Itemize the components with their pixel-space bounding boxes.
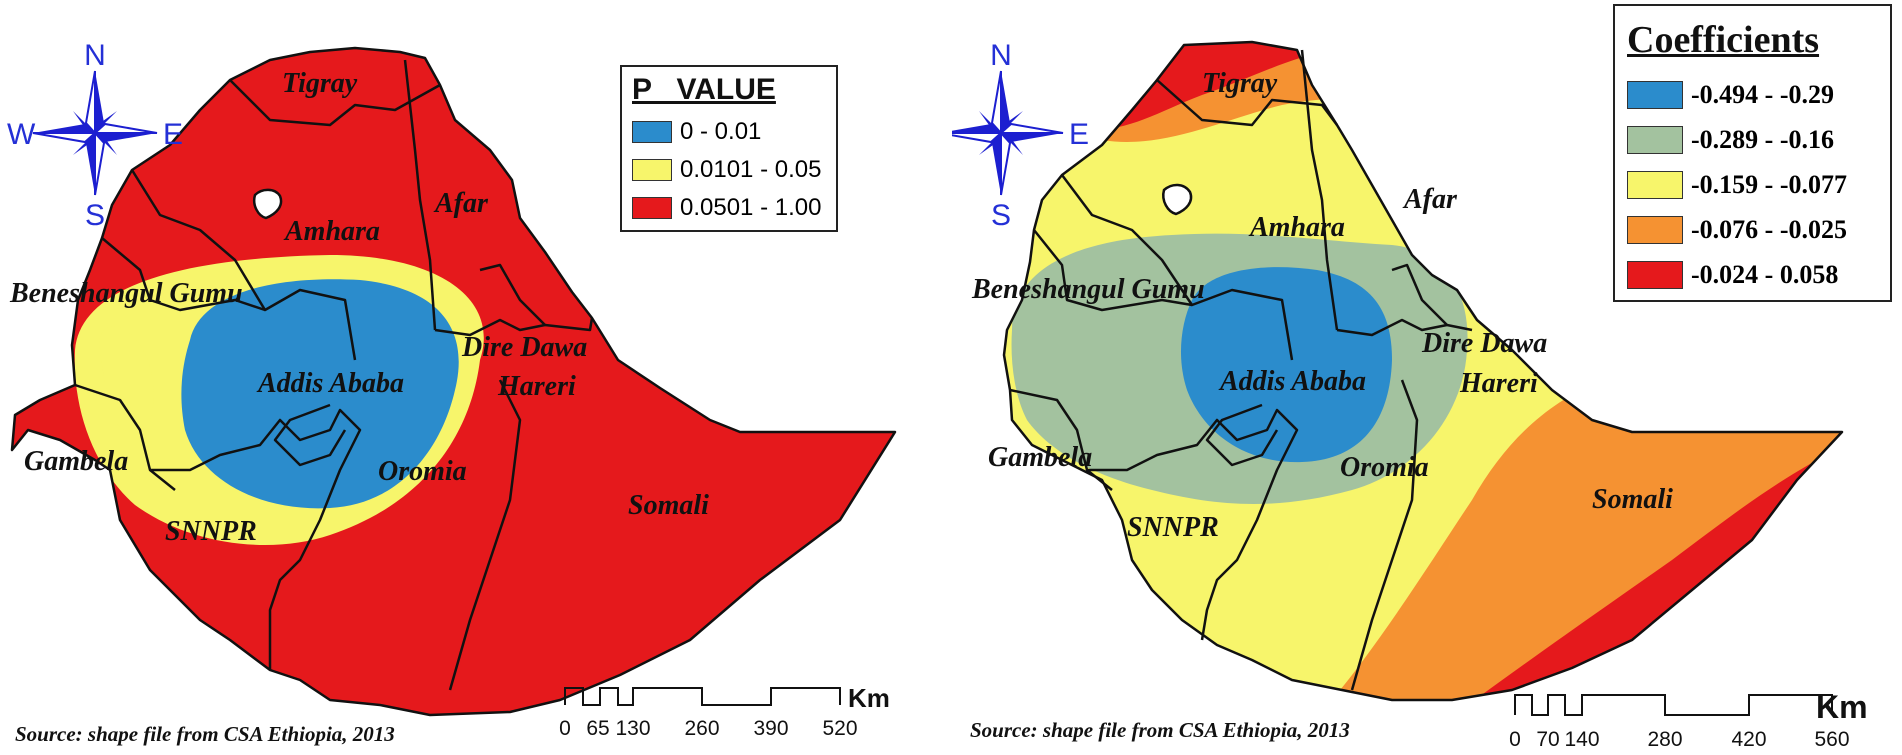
- scale-tick-label: 140: [1564, 728, 1599, 751]
- p-value-legend: P VALUE 0 - 0.01 0.0101 - 0.05 0.0501 - …: [620, 65, 838, 232]
- scale-tick-label: 520: [822, 717, 857, 740]
- region-label-oromia: Oromia: [378, 456, 467, 487]
- region-label-addis-ababa: Addis Ababa: [256, 368, 404, 399]
- region-label-tigray: Tigray: [1202, 68, 1278, 99]
- legend-swatch: [632, 197, 672, 219]
- scale-tick-label: 560: [1814, 728, 1849, 751]
- legend-label: 0 - 0.01: [680, 118, 762, 145]
- compass-west-label: W: [7, 118, 36, 151]
- scale-tick-label: 260: [684, 717, 719, 740]
- compass-south-label: S: [991, 199, 1011, 232]
- scale-unit-label: Km: [848, 683, 890, 713]
- region-label-beneshangul-gumu: Beneshangul Gumu: [9, 278, 243, 309]
- region-label-dire-dawa: Dire Dawa: [1421, 328, 1547, 359]
- legend-label: -0.159 - -0.077: [1691, 169, 1847, 199]
- region-labels: Tigray Afar Amhara Beneshangul Gumu Addi…: [9, 68, 709, 547]
- region-label-amhara: Amhara: [1248, 212, 1345, 243]
- legend-title: Coefficients: [1627, 19, 1820, 61]
- legend-swatch: [1627, 80, 1683, 109]
- compass-east-label: E: [1069, 118, 1089, 151]
- scale-tick-label: 420: [1731, 728, 1766, 751]
- region-label-oromia: Oromia: [1340, 452, 1429, 483]
- coefficients-legend: Coefficients -0.494 - -0.29 -0.289 - -0.…: [1613, 4, 1892, 302]
- legend-item: -0.289 - -0.16: [1627, 117, 1878, 162]
- region-boundaries: [10, 46, 897, 717]
- region-label-hareri: Hareri: [1459, 368, 1538, 399]
- legend-swatch: [632, 121, 672, 143]
- scale-bar: 0 70 140 280 420 560 Km: [1509, 689, 1867, 751]
- legend-swatch: [1627, 125, 1683, 154]
- compass-rose: N S E W: [7, 39, 183, 232]
- region-label-gambela: Gambela: [24, 446, 128, 477]
- legend-swatch: [632, 159, 672, 181]
- scale-tick-label: 390: [753, 717, 788, 740]
- region-label-somali: Somali: [628, 490, 709, 521]
- scale-tick-label: 70: [1536, 728, 1559, 751]
- lake-tana: [1162, 183, 1193, 216]
- region-labels: Tigray Afar Amhara Beneshangul Gumu Addi…: [971, 68, 1673, 543]
- region-label-afar: Afar: [1402, 184, 1458, 215]
- coefficient-zone-1: [1180, 267, 1392, 463]
- region-label-amhara: Amhara: [283, 216, 380, 247]
- coefficients-map-panel: Tigray Afar Amhara Beneshangul Gumu Addi…: [952, 0, 1902, 755]
- legend-item: 0.0101 - 0.05: [632, 151, 826, 189]
- legend-item: -0.076 - -0.025: [1627, 207, 1878, 252]
- legend-item: 0.0501 - 1.00: [632, 189, 826, 227]
- legend-title: P VALUE: [632, 73, 776, 106]
- scale-tick-label: 0: [559, 717, 571, 740]
- compass-north-label: N: [990, 39, 1012, 72]
- region-label-tigray: Tigray: [282, 68, 358, 99]
- compass-rose: N S E W: [952, 39, 1089, 232]
- region-label-afar: Afar: [433, 188, 489, 219]
- legend-label: 0.0101 - 0.05: [680, 156, 822, 183]
- source-note: Source: shape file from CSA Ethiopia, 20…: [15, 722, 395, 746]
- region-label-addis-ababa: Addis Ababa: [1218, 366, 1366, 397]
- region-label-snnpr: SNNPR: [1127, 512, 1219, 543]
- p-value-map-panel: Tigray Afar Amhara Beneshangul Gumu Addi…: [0, 0, 950, 755]
- region-label-hareri: Hareri: [497, 371, 576, 402]
- compass-east-label: E: [163, 118, 183, 151]
- scale-tick-label: 0: [1509, 728, 1521, 751]
- legend-swatch: [1627, 215, 1683, 244]
- region-label-snnpr: SNNPR: [165, 516, 257, 547]
- source-note: Source: shape file from CSA Ethiopia, 20…: [970, 718, 1350, 742]
- legend-label: -0.024 - 0.058: [1691, 259, 1839, 289]
- legend-label: 0.0501 - 1.00: [680, 194, 822, 221]
- compass-south-label: S: [85, 199, 105, 232]
- legend-item: -0.024 - 0.058: [1627, 252, 1878, 297]
- legend-item: -0.159 - -0.077: [1627, 162, 1878, 207]
- scale-tick-label: 130: [615, 717, 650, 740]
- region-boundaries: [1002, 40, 1844, 702]
- lake-tana: [253, 188, 283, 220]
- scale-tick-label: 65: [586, 717, 609, 740]
- legend-item: 0 - 0.01: [632, 113, 826, 151]
- legend-swatch: [1627, 260, 1683, 289]
- legend-item: -0.494 - -0.29: [1627, 72, 1878, 117]
- legend-label: -0.494 - -0.29: [1691, 79, 1834, 109]
- compass-north-label: N: [84, 39, 106, 72]
- legend-label: -0.289 - -0.16: [1691, 124, 1834, 154]
- legend-label: -0.076 - -0.025: [1691, 214, 1847, 244]
- region-label-beneshangul-gumu: Beneshangul Gumu: [971, 274, 1205, 305]
- region-label-dire-dawa: Dire Dawa: [461, 332, 587, 363]
- scale-tick-label: 280: [1647, 728, 1682, 751]
- legend-swatch: [1627, 170, 1683, 199]
- p-value-zone-mid-west: [99, 326, 154, 433]
- p-value-zone-low: [181, 279, 459, 509]
- region-label-gambela: Gambela: [988, 442, 1092, 473]
- scale-bar: 0 65 130 260 390 520 Km: [559, 683, 890, 740]
- region-label-somali: Somali: [1592, 484, 1673, 515]
- scale-unit-label: Km: [1816, 689, 1868, 725]
